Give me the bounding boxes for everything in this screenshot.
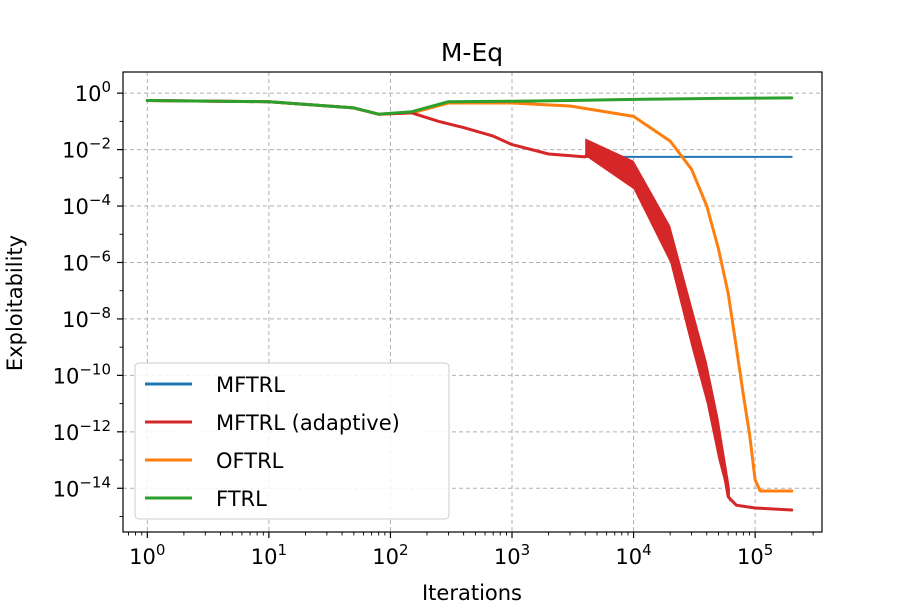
legend-label: FTRL	[216, 487, 267, 511]
x-tick-label: 100	[129, 541, 165, 569]
y-tick-label: 10−12	[53, 417, 111, 445]
y-tick-label: 10−14	[53, 473, 111, 501]
y-tick-label: 10−10	[53, 360, 111, 388]
x-axis: 100 101 102 103 104 105	[128, 532, 814, 569]
series-band-mftrl-adaptive	[585, 138, 730, 503]
x-tick-label: 104	[615, 541, 651, 569]
x-tick-label: 102	[372, 541, 408, 569]
y-tick-label: 10−2	[62, 135, 111, 163]
x-tick-label: 103	[494, 541, 530, 569]
legend: MFTRL MFTRL (adaptive) OFTRL FTRL	[134, 362, 450, 520]
legend-box	[134, 362, 450, 520]
series-line	[145, 96, 794, 116]
plot-frame	[122, 71, 823, 533]
x-tick-label: 101	[251, 541, 287, 569]
data-series	[145, 96, 794, 512]
legend-label: MFTRL (adaptive)	[216, 411, 400, 435]
x-axis-label: Iterations	[422, 581, 522, 605]
y-tick-label: 100	[75, 78, 111, 106]
y-tick-label: 10−6	[62, 247, 111, 275]
x-tick-label: 105	[737, 541, 773, 569]
chart-title: M-Eq	[441, 38, 503, 67]
y-axis-label: Exploitability	[3, 235, 27, 371]
y-axis: 100 10−2 10−4 10−6 10−8 10−10 10−12 10−14	[53, 78, 123, 517]
legend-label: MFTRL	[216, 373, 285, 397]
y-tick-label: 10−4	[62, 191, 111, 219]
legend-label: OFTRL	[216, 449, 284, 473]
y-tick-label: 10−8	[62, 304, 111, 332]
